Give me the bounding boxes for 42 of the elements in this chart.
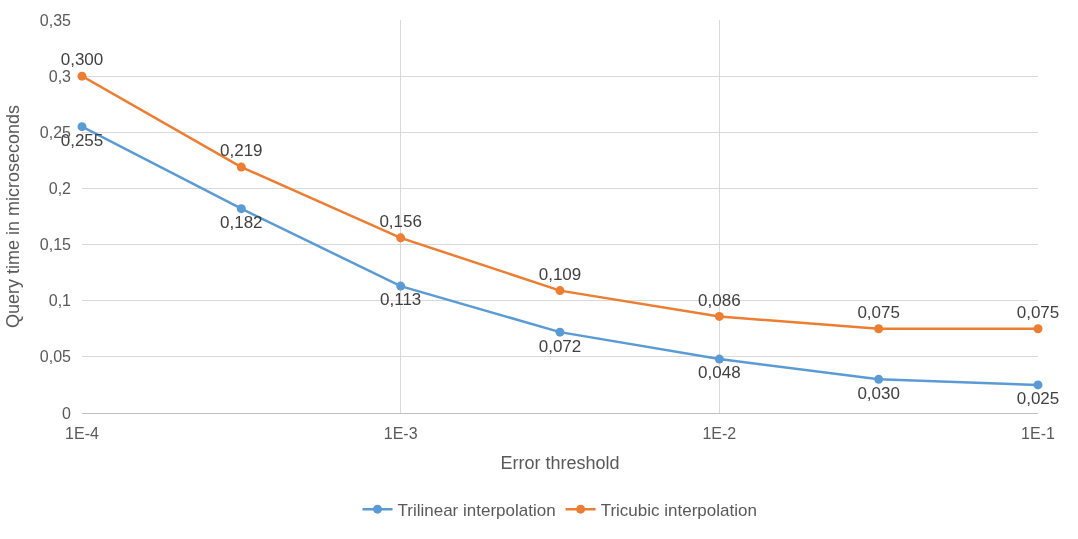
y-tick-label: 0 xyxy=(62,404,72,422)
y-tick-label: 0,15 xyxy=(39,236,72,254)
point xyxy=(77,122,87,132)
x-axis-title: Error threshold xyxy=(500,453,620,474)
point xyxy=(874,324,884,334)
data-label: 0,086 xyxy=(698,290,741,310)
point xyxy=(555,286,565,296)
data-label: 0,030 xyxy=(857,383,900,403)
point xyxy=(396,281,406,291)
x-tick-label: 1E-2 xyxy=(702,425,737,443)
y-tick-label: 0,3 xyxy=(48,67,72,85)
data-label: 0,075 xyxy=(1016,302,1060,322)
data-label: 0,300 xyxy=(60,50,104,70)
data-label: 0,182 xyxy=(220,213,263,233)
point xyxy=(396,233,406,243)
point xyxy=(714,354,724,364)
x-tick-label: 1E-1 xyxy=(1021,425,1055,443)
data-label: 0,219 xyxy=(220,141,263,161)
point xyxy=(236,162,246,172)
y-axis-title: Query time in microseconds xyxy=(3,104,24,329)
point xyxy=(1033,380,1043,390)
point xyxy=(236,204,246,214)
point xyxy=(77,71,87,81)
legend-label: Trilinear interpolation xyxy=(397,500,556,520)
y-tick-label: 0,2 xyxy=(48,180,72,198)
y-tick-label: 0,1 xyxy=(48,292,72,310)
x-tick-label: 1E-4 xyxy=(65,425,99,443)
point xyxy=(555,327,565,337)
data-label: 0,048 xyxy=(698,363,741,383)
point xyxy=(1033,324,1043,334)
data-label: 0,113 xyxy=(380,290,422,310)
y-tick-label: 0,05 xyxy=(39,348,72,366)
point xyxy=(714,311,724,321)
y-tick-label: 0,35 xyxy=(39,11,72,29)
data-label: 0,156 xyxy=(379,211,422,231)
point xyxy=(874,374,884,384)
legend-label: Tricubic interpolation xyxy=(600,500,757,520)
data-label: 0,109 xyxy=(538,264,582,284)
data-label: 0,075 xyxy=(857,302,900,322)
x-tick-label: 1E-3 xyxy=(383,425,418,443)
data-label: 0,072 xyxy=(538,336,582,356)
data-label: 0,025 xyxy=(1016,389,1060,409)
